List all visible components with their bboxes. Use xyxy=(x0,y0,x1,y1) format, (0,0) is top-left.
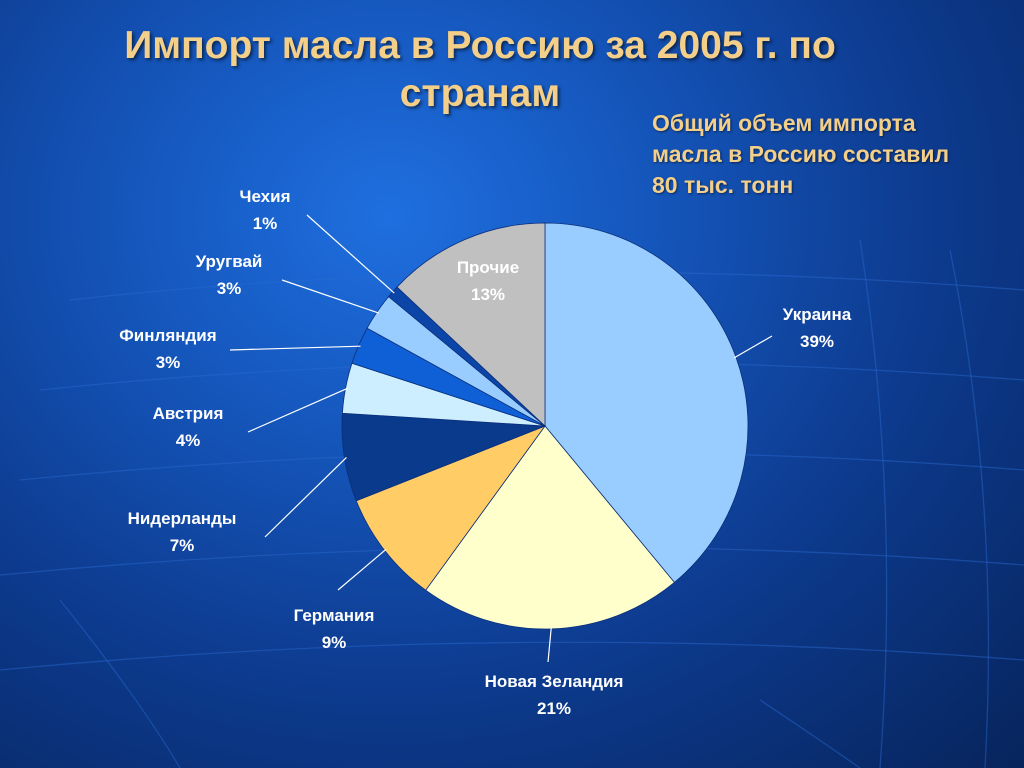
note-line-3: 80 тыс. тонн xyxy=(652,172,794,198)
leader-line xyxy=(229,345,361,351)
slide-title: Импорт масла в Россию за 2005 г. по стра… xyxy=(60,22,900,118)
slice-name-label: Германия xyxy=(294,606,375,625)
slice-name-label: Чехия xyxy=(240,187,291,206)
slice-value-label: 3% xyxy=(156,353,181,372)
slice-value-label: 13% xyxy=(471,285,505,304)
slide-title-line1: Импорт масла в Россию за 2005 г. по xyxy=(124,24,836,67)
pie-slice xyxy=(396,222,546,427)
leader-line xyxy=(264,457,347,538)
pie-slices xyxy=(341,222,749,630)
leader-line xyxy=(247,387,348,433)
slice-name-label: Украина xyxy=(783,305,852,324)
slice-name-label: Прочие xyxy=(457,258,519,277)
slice-name-label: Новая Зеландия xyxy=(485,672,624,691)
slice-value-label: 1% xyxy=(253,214,278,233)
leader-line xyxy=(281,279,379,314)
slice-value-label: 4% xyxy=(176,431,201,450)
note-line-2: масла в Россию составил xyxy=(652,141,950,167)
slice-labels: Украина 39% Новая Зеландия 21% Германия 9% Нид… xyxy=(119,187,851,718)
slice-value-label: 21% xyxy=(537,699,571,718)
slice-value-label: 39% xyxy=(800,332,834,351)
slice-name-label: Нидерланды xyxy=(128,509,237,528)
slice-name-label: Финляндия xyxy=(119,326,216,345)
note-line-1: Общий объем импорта xyxy=(652,110,916,136)
slice-value-label: 9% xyxy=(322,633,347,652)
slice-name-label: Австрия xyxy=(153,404,224,423)
leader-line xyxy=(306,214,395,294)
slice-value-label: 7% xyxy=(170,536,195,555)
total-volume-note: Общий объем импорта масла в Россию соста… xyxy=(652,108,1012,201)
leader-lines xyxy=(229,214,773,663)
leader-line xyxy=(337,548,387,591)
leader-line xyxy=(733,335,773,359)
slice-name-label: Уругвай xyxy=(196,252,263,271)
leader-line xyxy=(547,626,552,663)
slice-value-label: 3% xyxy=(217,279,242,298)
slide-title-line2: странам xyxy=(399,72,561,115)
